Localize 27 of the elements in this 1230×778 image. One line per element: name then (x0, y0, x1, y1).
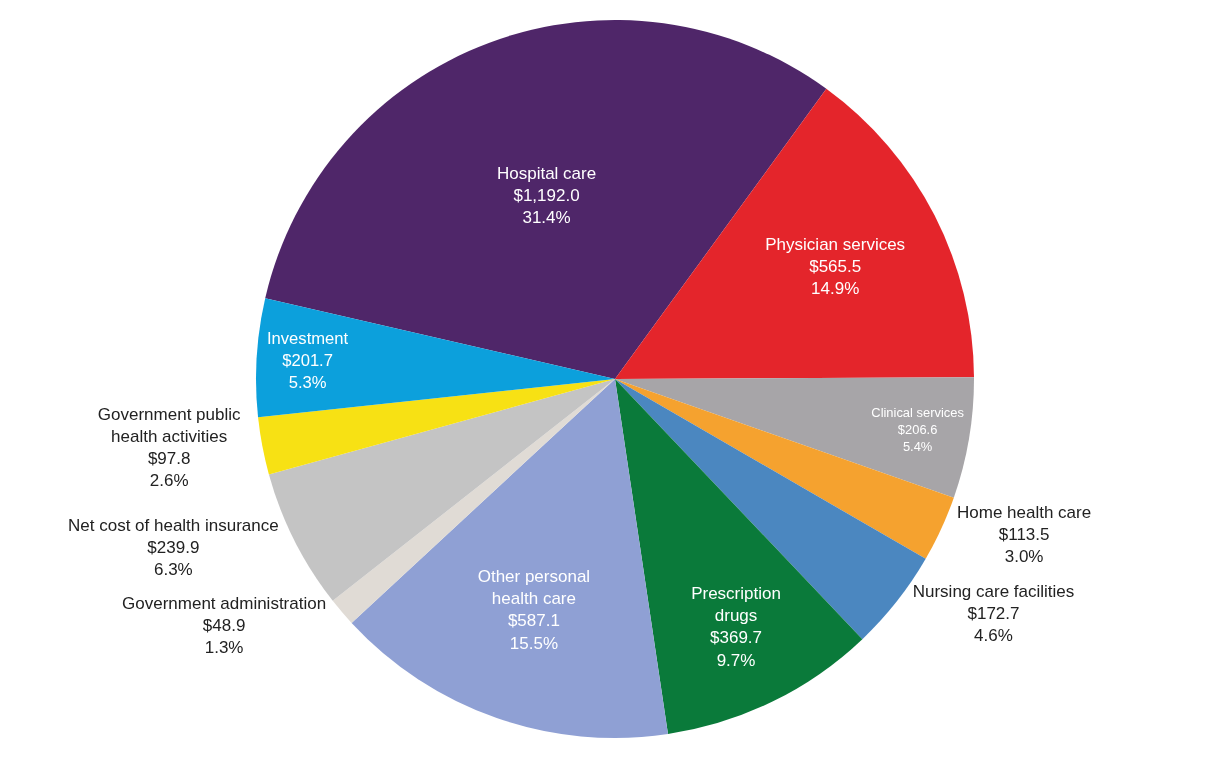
data-label: $565.5 14.9% (809, 256, 862, 298)
slice-label: Investment (266, 329, 349, 349)
pie-slice (615, 377, 974, 498)
slice-label: Physician services (765, 234, 906, 254)
slice-label: Government administration (122, 593, 327, 613)
data-label: $206.6 5.4% (897, 421, 938, 454)
data-label: $48.9 1.3% (202, 615, 246, 657)
data-label: $369.7 9.7% (710, 628, 763, 670)
pie-slice (615, 379, 863, 735)
slice-label: Home health care (957, 502, 1092, 522)
data-label: $97.8 2.6% (147, 449, 191, 491)
data-label: $587.1 15.5% (507, 611, 560, 653)
data-label: $172.7 4.6% (967, 603, 1020, 645)
pie-slice (615, 88, 974, 379)
slice-label: Net cost of health insurance (67, 515, 279, 535)
data-label: $239.9 6.3% (147, 537, 200, 579)
pie-slice (256, 298, 615, 418)
slice-label: Other personal health care (477, 567, 591, 609)
slice-label: Government public health activities (97, 404, 241, 447)
slice-label: Nursing care facilities (912, 581, 1075, 601)
slice-label: Prescription drugs (691, 584, 781, 626)
pie-slice (351, 379, 668, 738)
slice-label: Clinical services (871, 405, 964, 421)
slice-label: Hospital care (496, 164, 597, 184)
data-label: $1,192.0 31.4% (513, 186, 580, 228)
data-label: $113.5 3.0% (998, 524, 1050, 567)
data-label: $201.7 5.3% (282, 350, 333, 392)
